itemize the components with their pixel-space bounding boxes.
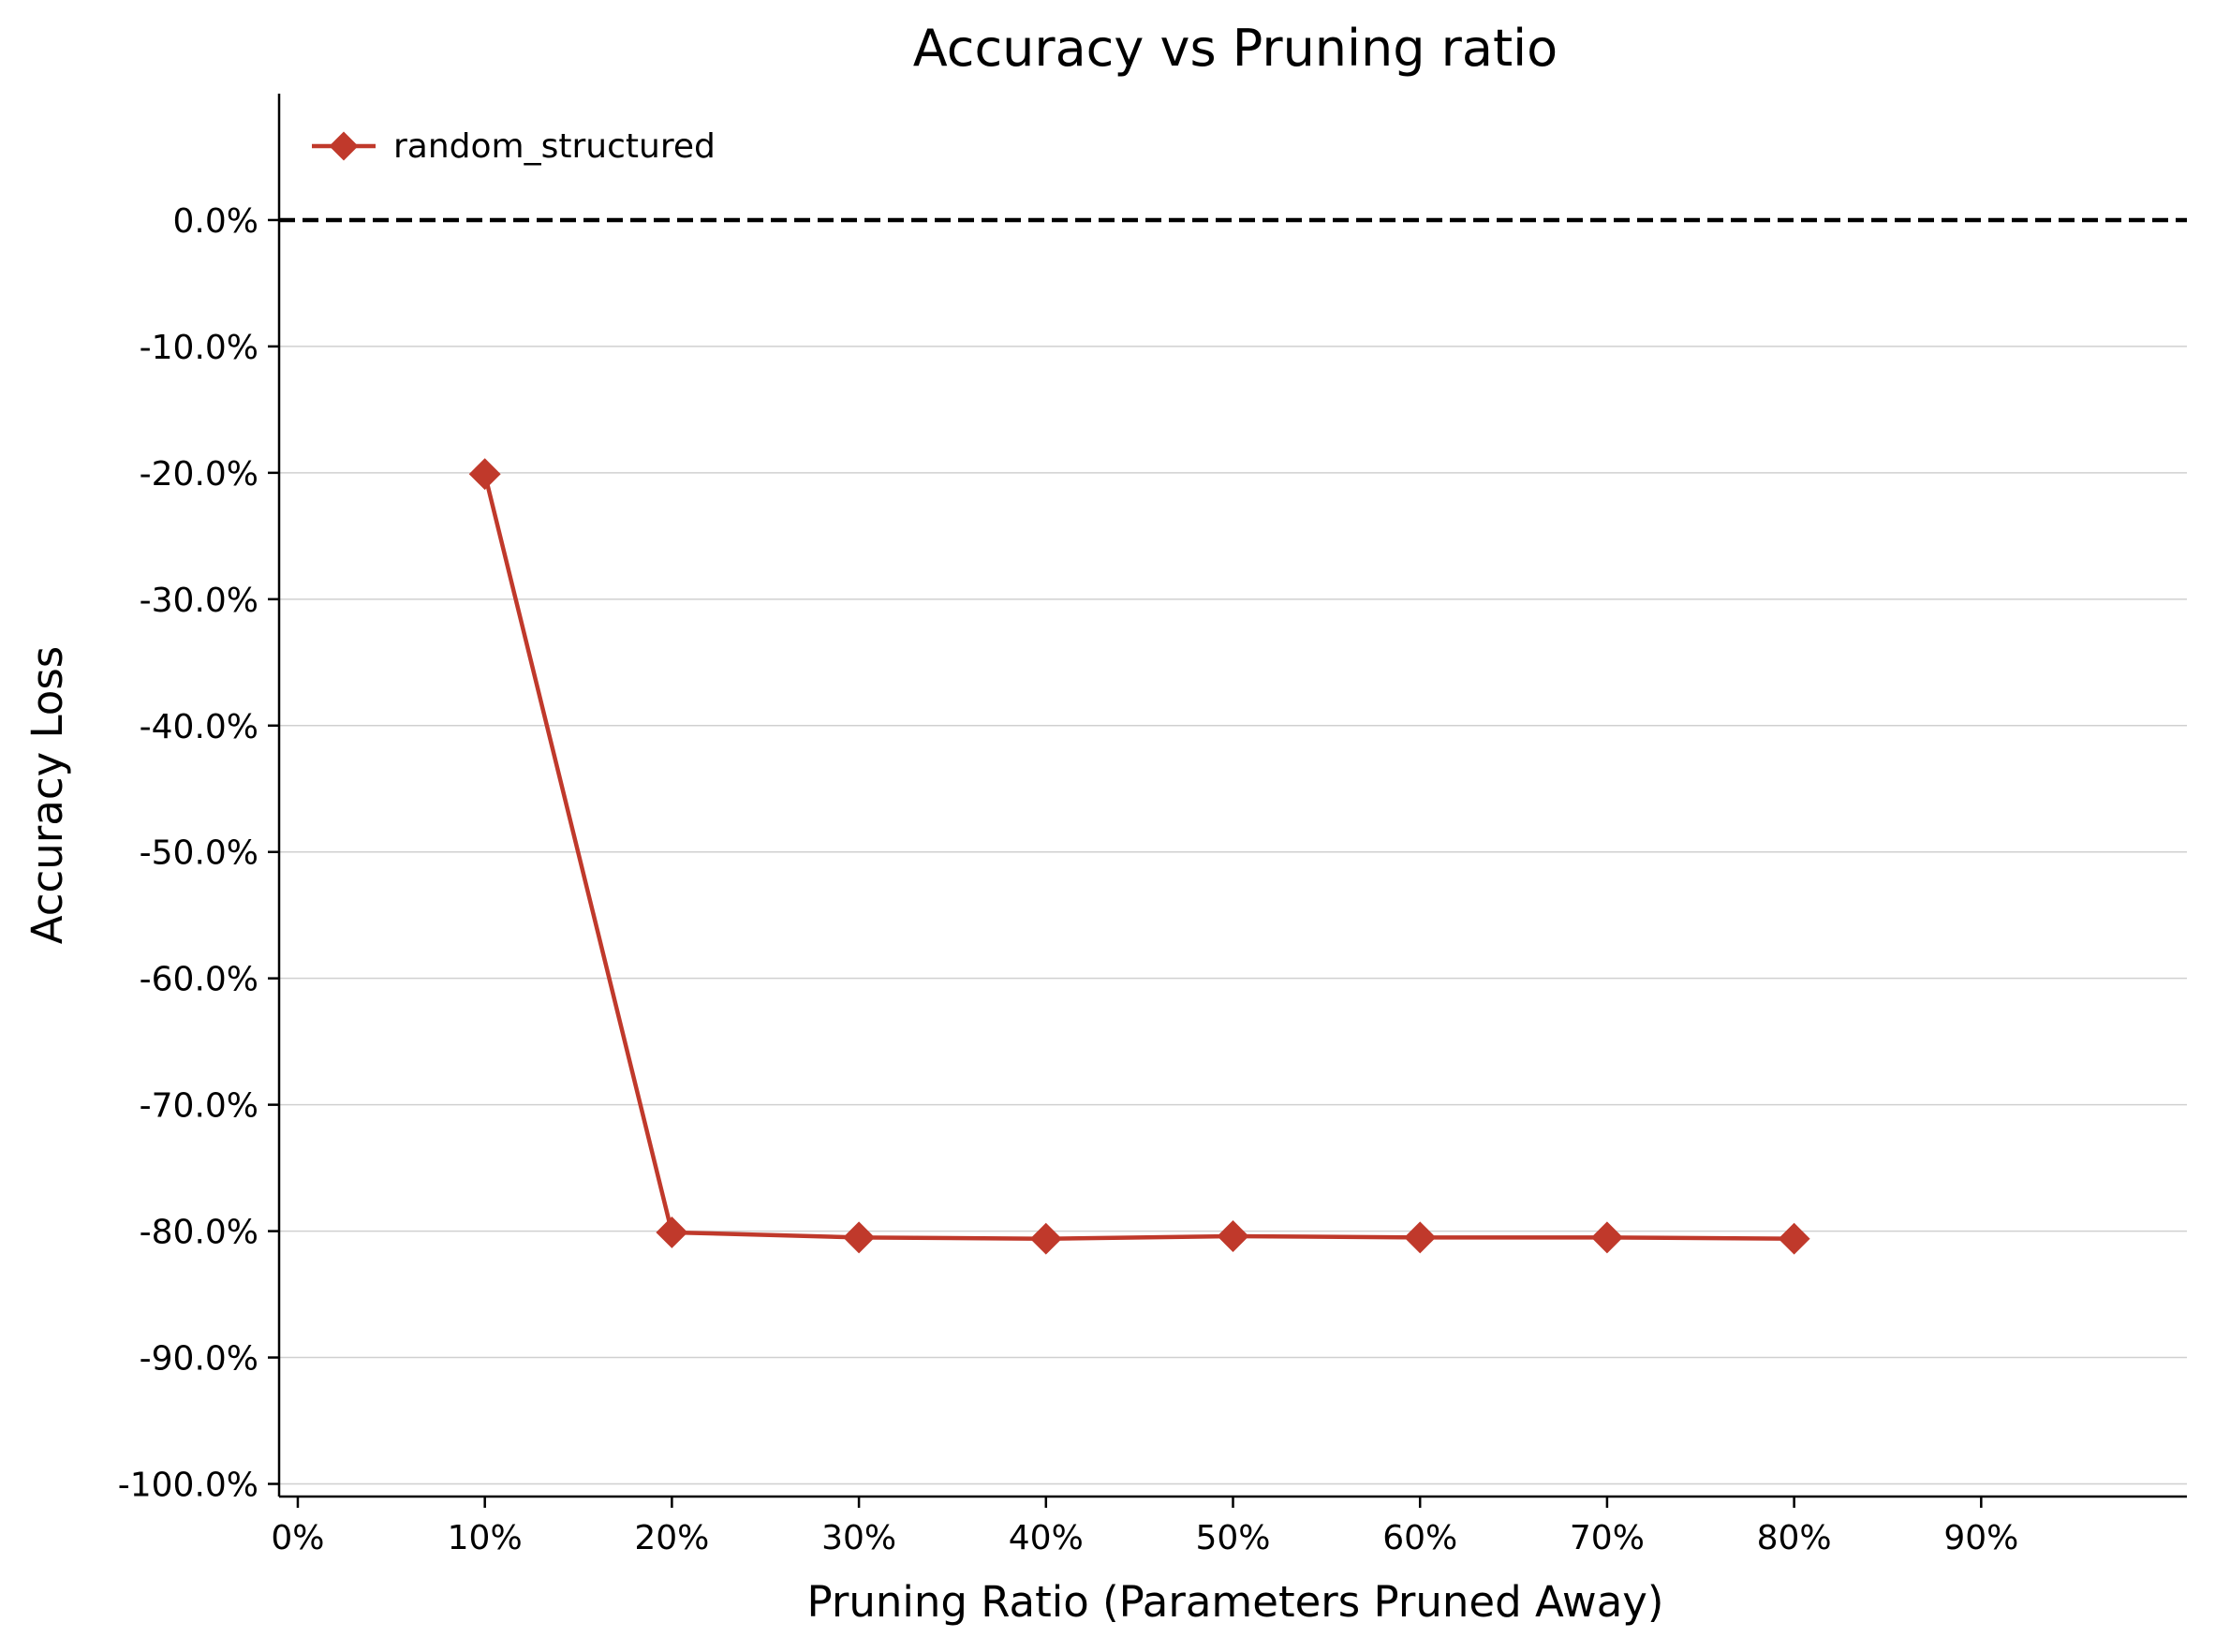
data-point xyxy=(1029,1222,1062,1255)
x-tick-label: 60% xyxy=(1382,1519,1457,1557)
grid xyxy=(279,346,2187,1485)
y-tick-label: -30.0% xyxy=(140,582,258,620)
data-point xyxy=(1217,1220,1249,1252)
legend-label: random_structured xyxy=(393,127,716,166)
series-line xyxy=(482,473,1794,1241)
data-point xyxy=(1404,1221,1437,1254)
data-point xyxy=(1590,1221,1623,1254)
y-ticks: 0.0% -10.0% -20.0% -30.0% -40.0% -50.0% -60.0%… xyxy=(118,202,279,1505)
y-tick-label: -40.0% xyxy=(140,708,258,746)
x-axis-label: Pruning Ratio (Parameters Pruned Away) xyxy=(806,1577,1663,1627)
y-tick-label: -10.0% xyxy=(140,329,258,367)
y-tick-label: -90.0% xyxy=(140,1340,258,1379)
y-tick-label: -60.0% xyxy=(140,961,258,999)
y-tick-label: -80.0% xyxy=(140,1214,258,1252)
x-tick-label: 80% xyxy=(1757,1519,1832,1557)
y-tick-label: -50.0% xyxy=(140,834,258,873)
y-axis-label: Accuracy Loss xyxy=(22,646,72,944)
legend-marker xyxy=(329,131,359,161)
x-tick-label: 20% xyxy=(634,1519,709,1557)
y-tick-label: -20.0% xyxy=(140,455,258,494)
legend: random_structured xyxy=(312,127,716,166)
data-point xyxy=(468,458,501,491)
x-tick-label: 0% xyxy=(271,1519,324,1557)
y-tick-label: -70.0% xyxy=(140,1087,258,1126)
x-tick-label: 70% xyxy=(1570,1519,1645,1557)
series-group xyxy=(468,458,1810,1255)
y-tick-label: -100.0% xyxy=(118,1467,258,1505)
x-tick-label: 10% xyxy=(448,1519,523,1557)
x-ticks: 0% 10% 20% 30% 40% 50% 60% 70% 80% 90% xyxy=(271,1497,2018,1557)
x-tick-label: 50% xyxy=(1195,1519,1270,1557)
x-tick-label: 30% xyxy=(821,1519,896,1557)
data-point xyxy=(656,1216,688,1248)
data-point xyxy=(843,1221,876,1254)
x-tick-label: 90% xyxy=(1943,1519,2018,1557)
x-tick-label: 40% xyxy=(1009,1519,1084,1557)
data-point xyxy=(1778,1222,1810,1255)
y-tick-label: 0.0% xyxy=(173,202,258,241)
chart-title: Accuracy vs Pruning ratio xyxy=(913,19,1558,78)
